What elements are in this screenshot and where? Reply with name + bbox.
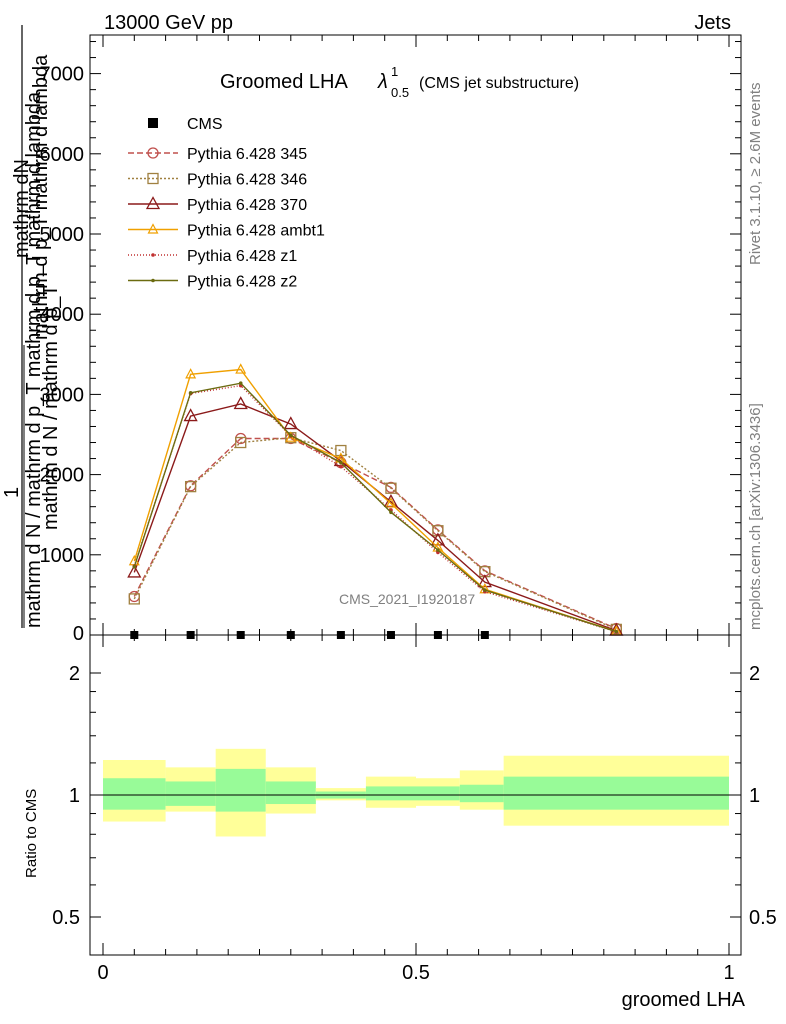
legend-label: Pythia 6.428 ambt1 <box>187 223 325 240</box>
ytick-label: 5000 <box>40 224 85 246</box>
series-marker <box>385 482 397 494</box>
ratio-ytick-label: 2 <box>69 663 80 685</box>
series-marker <box>385 497 397 508</box>
plot-title-sup: 1 <box>391 64 398 79</box>
series-marker <box>389 510 393 515</box>
ratio-bands <box>103 748 729 837</box>
series-marker <box>283 416 298 430</box>
main-ylabel: mathrm dN mathrm d p_T mathrm d lambda 1… <box>1 25 62 628</box>
series-marker <box>235 436 247 449</box>
series-marker <box>128 593 140 605</box>
mcplots-label: mcplots.cern.ch [arXiv:1306.3436] <box>747 403 764 630</box>
ratio-axis-ticks: 0.5 0.5 1 1 2 2 0 0.5 1 <box>52 635 777 984</box>
legend-marker <box>147 147 159 159</box>
ratio-ytick-label-right: 1 <box>749 785 760 807</box>
plot-title-note: (CMS jet substructure) <box>419 75 579 92</box>
series-marker <box>184 480 197 492</box>
series-marker <box>132 565 137 569</box>
legend-marker <box>145 196 161 210</box>
ratio-stat-band <box>215 768 266 812</box>
plot-title: Groomed LHA λ 1 0.5 (CMS jet substructur… <box>220 64 579 100</box>
legend-label-cms: CMS <box>187 116 223 133</box>
legend-marker <box>151 253 155 257</box>
series-marker <box>238 381 243 385</box>
series-marker <box>614 629 619 634</box>
ratio-stat-band <box>165 781 216 806</box>
ratio-stat-band <box>416 786 460 801</box>
main-axis-ticks: 0 1000 2000 3000 4000 5000 6000 7000 <box>40 35 741 645</box>
main-series-group <box>127 363 624 636</box>
xtick-label: 0.5 <box>402 962 430 984</box>
legend-label: Pythia 6.428 346 <box>187 172 307 189</box>
plot-title-lambda: λ <box>377 71 388 93</box>
series-line <box>133 384 617 633</box>
xtick-label: 1 <box>723 962 734 984</box>
legend-marker <box>151 278 155 283</box>
x-axis-label: groomed LHA <box>622 989 746 1011</box>
series-marker <box>339 460 343 465</box>
ratio-ytick-label: 0.5 <box>52 907 80 929</box>
series-marker <box>127 564 142 578</box>
series-marker <box>128 590 140 603</box>
series-marker <box>185 368 197 379</box>
legend-label: Pythia 6.428 370 <box>187 197 307 214</box>
ytick-label: 2000 <box>40 465 85 487</box>
rivet-label: Rivet 3.1.10, ≥ 2.6M events <box>747 83 764 266</box>
legend-marker <box>147 172 159 185</box>
series-marker <box>436 548 440 552</box>
ratio-ylabel: Ratio to CMS <box>23 789 40 878</box>
ratio-ytick-label-right: 2 <box>749 663 760 685</box>
plot-title-sub: 0.5 <box>391 85 409 100</box>
ratio-stat-band <box>265 781 316 805</box>
ylabel-denominator: mathrm d N / mathrm d p_T mathrm d p_T m… <box>23 91 45 628</box>
legend-label: Pythia 6.428 345 <box>187 146 307 163</box>
ylabel-one: 1 <box>1 487 23 498</box>
ytick-label: 4000 <box>40 304 85 326</box>
legend-marker-cms <box>148 118 158 128</box>
ylabel-numerator-b: mathrm d p_T mathrm d lambda <box>30 54 52 340</box>
legend-label: Pythia 6.428 z1 <box>187 248 297 265</box>
ytick-label: 0 <box>73 623 84 645</box>
series-line <box>133 436 617 631</box>
series-marker <box>339 464 343 469</box>
energy-label: 13000 GeV pp <box>104 12 233 34</box>
ratio-stat-band <box>365 786 416 801</box>
series-marker <box>233 396 248 410</box>
series-marker <box>432 525 444 537</box>
ratio-ytick-label: 1 <box>69 785 80 807</box>
series-marker <box>430 532 446 546</box>
legend: CMS Pythia 6.428 345 Pythia 6.428 346 Pyth… <box>128 116 325 291</box>
series-marker <box>483 588 487 592</box>
ratio-stat-band <box>103 778 166 810</box>
series-marker <box>183 408 198 422</box>
series-marker <box>235 363 247 374</box>
ytick-label: 3000 <box>40 384 85 406</box>
legend-label: Pythia 6.428 z2 <box>187 274 297 291</box>
ytick-label: 7000 <box>40 64 85 86</box>
ratio-stat-band <box>459 784 504 803</box>
ratio-ytick-label-right: 0.5 <box>749 907 777 929</box>
plot-title-main: Groomed LHA <box>220 71 348 93</box>
ytick-label: 1000 <box>40 545 85 567</box>
watermark: CMS_2021_I1920187 <box>339 591 475 607</box>
xtick-label: 0 <box>97 962 108 984</box>
series-line <box>133 368 617 633</box>
ytick-label: 6000 <box>40 144 85 166</box>
series-marker <box>184 480 197 493</box>
series-marker <box>188 390 193 395</box>
series-marker <box>289 433 293 438</box>
ratio-stat-band <box>503 776 729 810</box>
ylabel-denominator-b: mathrm d N / mathrm d p_T <box>40 284 62 530</box>
legend-marker <box>147 223 159 234</box>
category-label: Jets <box>694 12 731 34</box>
series-marker <box>477 574 492 588</box>
